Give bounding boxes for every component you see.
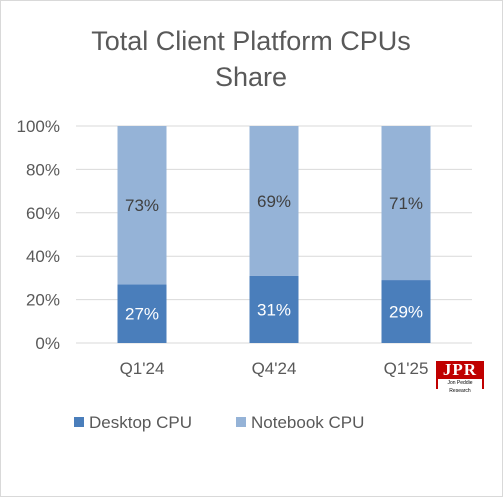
notebook-bar-1 xyxy=(249,126,299,276)
desktop-bar-1 xyxy=(249,275,299,343)
data-labels: 27% 73% 31% 69% 29% 71% xyxy=(125,192,423,324)
desktop-bar-0 xyxy=(117,284,167,343)
data-label: 27% xyxy=(125,305,159,324)
y-axis-ticks: 0% 20% 40% 60% 80% 100% xyxy=(17,117,60,353)
y-tick-label: 40% xyxy=(26,247,60,266)
y-tick-label: 0% xyxy=(35,334,60,353)
logo-text: JPR xyxy=(442,360,478,379)
bars xyxy=(117,126,431,343)
x-category-label: Q1'24 xyxy=(120,359,165,378)
logo-subtext: Jon Peddie Research xyxy=(438,379,482,395)
y-tick-label: 60% xyxy=(26,204,60,223)
legend-label: Desktop CPU xyxy=(89,413,192,432)
jpr-logo: JPR Jon Peddie Research xyxy=(436,360,484,395)
legend-label: Notebook CPU xyxy=(251,413,364,432)
chart-title: Total Client Platform CPUs Share xyxy=(91,26,411,92)
x-category-label: Q4'24 xyxy=(252,359,297,378)
x-category-label: Q1'25 xyxy=(384,359,429,378)
data-label: 29% xyxy=(389,303,423,322)
y-tick-label: 20% xyxy=(26,291,60,310)
notebook-bar-0 xyxy=(117,126,167,285)
data-label: 69% xyxy=(257,192,291,211)
y-tick-label: 100% xyxy=(17,117,60,136)
legend-swatch xyxy=(74,417,84,427)
chart-title-line-2: Share xyxy=(215,62,287,92)
legend: Desktop CPU Notebook CPU xyxy=(74,413,364,432)
x-axis-labels: Q1'24 Q4'24 Q1'25 xyxy=(120,359,429,378)
data-label: 31% xyxy=(257,300,291,319)
notebook-bar-2 xyxy=(381,126,431,281)
legend-swatch xyxy=(236,417,246,427)
y-tick-label: 80% xyxy=(26,160,60,179)
data-label: 71% xyxy=(389,194,423,213)
desktop-bar-2 xyxy=(381,280,431,343)
data-label: 73% xyxy=(125,196,159,215)
chart-title-line-1: Total Client Platform CPUs xyxy=(91,26,411,56)
